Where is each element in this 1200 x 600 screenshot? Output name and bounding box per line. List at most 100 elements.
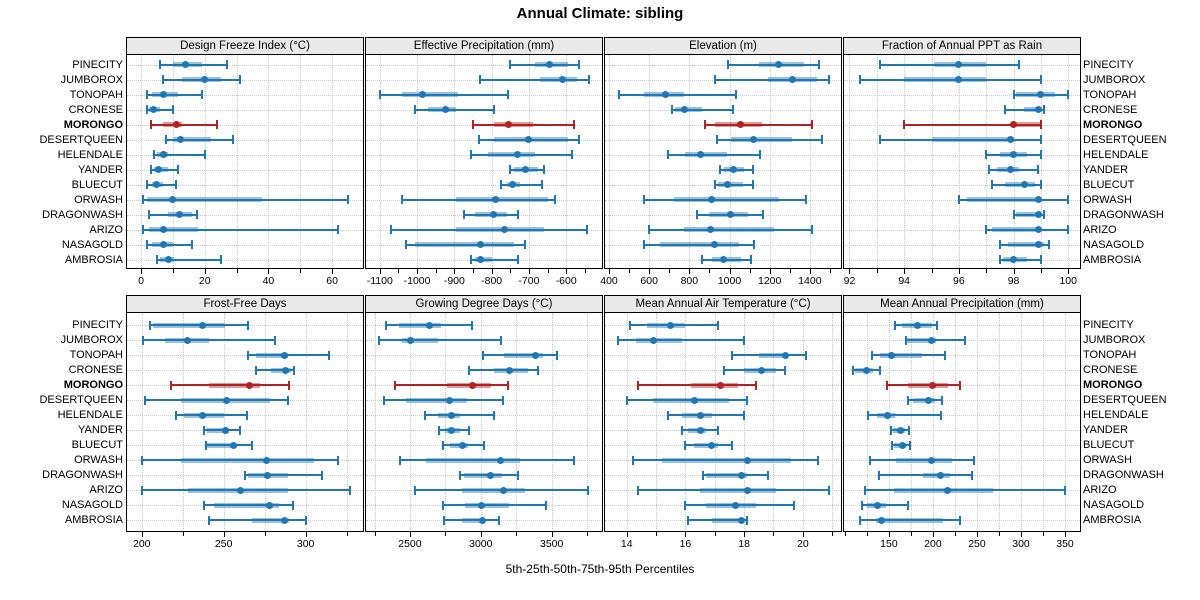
site-label: AMBROSIA	[1083, 253, 1142, 266]
whisker-line	[500, 183, 542, 186]
whisker-cap-right	[939, 410, 942, 420]
axis-tick	[566, 269, 568, 274]
median-dot	[150, 106, 158, 113]
whisker-cap-right	[347, 195, 350, 204]
plot-area	[127, 313, 363, 531]
whisker-line	[468, 369, 538, 371]
panel: Fraction of Annual PPT as Rain	[843, 37, 1081, 269]
whisker-cap-left	[437, 425, 440, 435]
median-dot	[448, 411, 456, 419]
whisker-cap-left	[998, 255, 1001, 264]
axis-tick	[656, 532, 658, 536]
whisker-line	[672, 108, 733, 111]
median-dot	[927, 456, 935, 464]
iqr-band	[967, 197, 1041, 202]
v-gridline	[954, 313, 956, 531]
whisker-line	[141, 459, 339, 461]
whisker-cap-right	[907, 500, 910, 510]
median-dot	[1037, 91, 1045, 98]
whisker-line	[723, 369, 786, 371]
iqr-band	[456, 227, 544, 232]
iqr-band	[153, 322, 226, 328]
median-dot	[789, 76, 797, 83]
median-dot	[198, 321, 206, 329]
iqr-band	[406, 397, 468, 403]
axis-tick	[685, 532, 687, 537]
median-dot	[159, 241, 167, 248]
median-dot	[521, 166, 529, 173]
whisker-line	[999, 243, 1050, 246]
axis-tick	[398, 269, 400, 273]
axis-tick	[1065, 532, 1067, 537]
site-label: PINECITY	[1083, 319, 1134, 331]
median-dot	[944, 486, 952, 494]
whisker-line	[150, 168, 178, 171]
site-label: BLUECUT	[71, 439, 123, 451]
whisker-cap-right	[734, 90, 737, 99]
whisker-cap-left	[146, 240, 149, 249]
whisker-cap-right	[816, 455, 819, 465]
site-label: NASAGOLD	[1083, 499, 1145, 511]
median-dot	[737, 121, 745, 128]
row-gridline	[844, 94, 1080, 96]
whisker-cap-left	[470, 150, 473, 159]
site-label: BLUECUT	[1083, 178, 1135, 191]
median-dot	[927, 336, 935, 344]
whisker-cap-left	[467, 365, 470, 375]
whisker-cap-left	[377, 335, 380, 345]
axis-tick	[551, 532, 553, 537]
whisker-line	[638, 489, 830, 491]
whisker-cap-left	[204, 440, 207, 450]
axis-tick	[649, 269, 651, 274]
median-dot	[717, 381, 725, 389]
axis-tick-label: 3000	[469, 538, 493, 550]
v-gridline	[516, 313, 518, 531]
whisker-cap-right	[245, 410, 248, 420]
whisker-cap-left	[858, 515, 861, 525]
median-dot	[724, 181, 732, 188]
site-label: ARIZO	[1083, 484, 1117, 496]
site-label: NASAGOLD	[1083, 238, 1145, 251]
whisker-cap-right	[190, 240, 193, 249]
site-label: ORWASH	[74, 193, 123, 206]
whisker-cap-right	[499, 335, 502, 345]
site-label: TONOPAH	[69, 349, 123, 361]
iqr-band	[907, 337, 937, 343]
whisker-line	[999, 258, 1041, 261]
whisker-cap-right	[570, 150, 573, 159]
whisker-cap-right	[578, 135, 581, 144]
iqr-band	[425, 457, 520, 463]
axis-tick	[689, 269, 691, 274]
panel: Mean Annual Precipitation (mm)	[843, 295, 1081, 532]
axis-tick	[379, 269, 381, 274]
whisker-cap-left	[684, 500, 687, 510]
axis: -1100 -1000 -900 -800 -700 -600	[366, 269, 602, 291]
whisker-cap-right	[291, 500, 294, 510]
whisker-cap-left	[152, 150, 155, 159]
v-gridline	[445, 313, 447, 531]
whisker-cap-left	[481, 350, 484, 360]
row-gridline	[605, 355, 841, 356]
v-gridline	[182, 313, 184, 531]
axis-tick	[182, 532, 184, 536]
whisker-cap-right	[936, 320, 939, 330]
whisker-cap-right	[1042, 210, 1045, 219]
v-gridline	[1043, 313, 1044, 531]
site-label: DESERTQUEEN	[39, 394, 123, 406]
median-dot	[448, 426, 456, 434]
whisker-line	[141, 489, 350, 491]
site-label: MORONGO	[63, 118, 123, 131]
whisker-cap-left	[389, 225, 392, 234]
iqr-band	[691, 382, 739, 388]
median-dot	[201, 76, 209, 83]
site-label: ORWASH	[1083, 454, 1132, 466]
whisker-cap-left	[509, 165, 512, 174]
whisker-cap-left	[149, 165, 152, 174]
row-gridline	[127, 124, 363, 126]
whisker-cap-right	[716, 320, 719, 330]
site-label-column-left: PINECITY JUMBOROX TONOPAH CRONESE MORONGO DES…	[0, 313, 123, 531]
row-gridline	[605, 430, 841, 431]
iqr-band	[991, 227, 1041, 232]
whisker-line	[147, 243, 192, 246]
